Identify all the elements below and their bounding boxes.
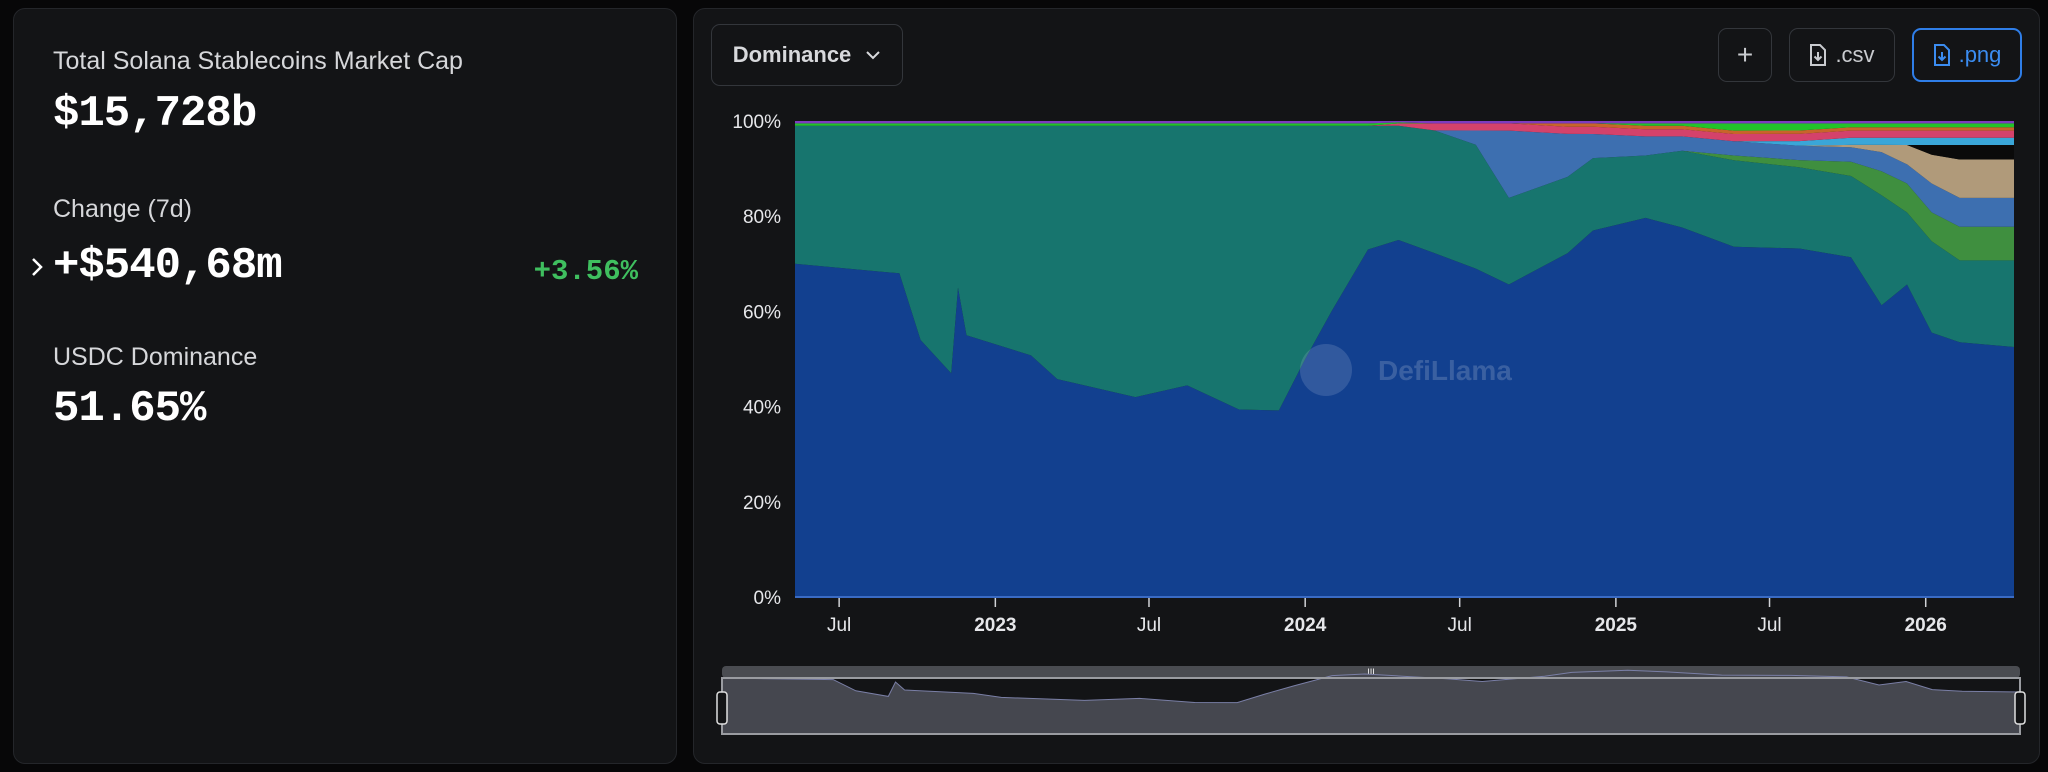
chevron-right-icon[interactable] xyxy=(27,255,47,279)
watermark: DefiLlama xyxy=(1300,344,1512,396)
llama-logo-icon xyxy=(1300,344,1352,396)
change-value: +$540,68m xyxy=(53,241,283,291)
csv-label: .csv xyxy=(1835,42,1875,67)
series-area-1 xyxy=(795,125,2014,411)
x-tick-label: Jul xyxy=(827,615,851,636)
download-png-button[interactable]: .png xyxy=(1912,28,2022,82)
x-tick-label: 2026 xyxy=(1905,615,1947,636)
x-tick-label: Jul xyxy=(1137,615,1161,636)
x-tick-label: 2024 xyxy=(1284,615,1327,636)
y-tick-label: 0% xyxy=(754,588,782,609)
y-tick-label: 100% xyxy=(732,112,781,133)
download-csv-button[interactable]: .csv xyxy=(1789,28,1895,82)
series-area-10 xyxy=(795,121,2014,124)
grip-icon: ||| xyxy=(1367,668,1375,679)
watermark-text: DefiLlama xyxy=(1378,355,1512,386)
png-label: .png xyxy=(1958,42,2002,67)
file-download-icon xyxy=(1933,44,1950,66)
dominance-label: USDC Dominance xyxy=(53,343,258,371)
y-tick-label: 80% xyxy=(743,207,781,228)
summary-panel: Total Solana Stablecoins Market Cap $15,… xyxy=(13,8,677,764)
x-tick-label: 2025 xyxy=(1595,615,1638,636)
dominance-value: 51.65% xyxy=(53,384,206,434)
series-area-0 xyxy=(795,217,2014,597)
x-tick-label: 2023 xyxy=(974,615,1016,636)
series-area-8 xyxy=(795,123,2014,134)
add-button[interactable]: + xyxy=(1718,28,1772,82)
file-download-icon xyxy=(1810,44,1827,66)
view-select[interactable]: Dominance xyxy=(711,24,903,86)
x-tick-label: Jul xyxy=(1757,615,1781,636)
y-tick-label: 20% xyxy=(743,493,781,514)
series-area-7 xyxy=(795,123,2014,142)
brush-handle-right[interactable] xyxy=(2014,691,2026,725)
plus-icon: + xyxy=(1736,39,1754,70)
x-tick-label: Jul xyxy=(1448,615,1472,636)
market-cap-label: Total Solana Stablecoins Market Cap xyxy=(53,47,463,75)
chevron-down-icon xyxy=(866,51,881,60)
change-label: Change (7d) xyxy=(53,195,192,223)
brush-handle-left[interactable] xyxy=(716,691,728,725)
y-tick-label: 60% xyxy=(743,302,781,323)
change-percent: +3.56% xyxy=(533,255,638,288)
series-area-6 xyxy=(795,125,2014,146)
view-select-label: Dominance xyxy=(732,42,852,67)
y-tick-label: 40% xyxy=(743,398,781,419)
series-area-3 xyxy=(795,125,2014,227)
series-area-9 xyxy=(795,122,2014,131)
brush-preview-area xyxy=(721,669,2021,735)
market-cap-value: $15,728b xyxy=(53,89,257,139)
